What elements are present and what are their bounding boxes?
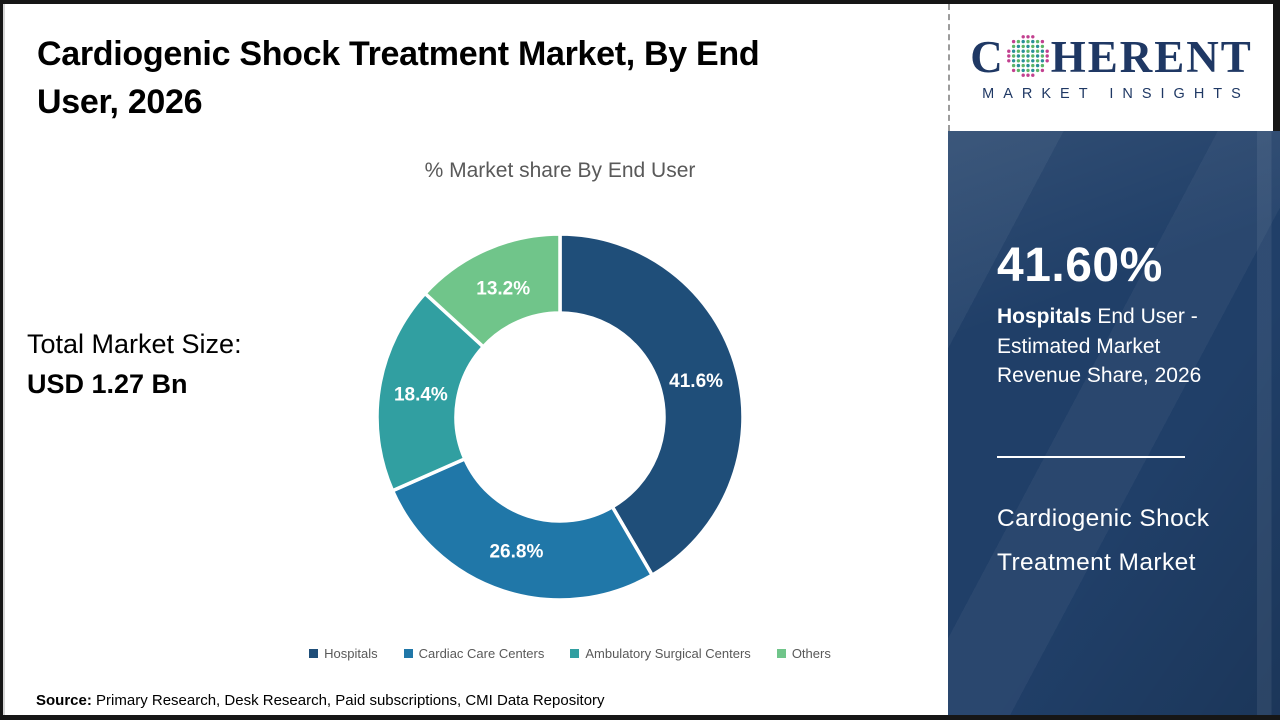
highlight-desc-line3: Revenue Share, 2026 xyxy=(997,364,1202,387)
source-label: Source: xyxy=(36,692,92,709)
highlight-stat-value: 41.60% xyxy=(997,239,1163,292)
legend-swatch-icon xyxy=(776,649,786,658)
chart-legend: Hospitals Cardiac Care Centers Ambulatory … xyxy=(250,646,890,661)
legend-label: Ambulatory Surgical Centers xyxy=(585,646,751,661)
panel-divider-line xyxy=(997,456,1185,458)
legend-label: Others xyxy=(791,646,831,661)
legend-item-others: Others xyxy=(776,646,831,661)
highlight-desc-bold: Hospitals xyxy=(997,305,1092,328)
legend-label: Cardiac Care Centers xyxy=(418,646,545,661)
highlight-desc-line2: Estimated Market xyxy=(997,334,1161,358)
source-text: Primary Research, Desk Research, Paid su… xyxy=(91,692,605,709)
company-logo: C HERENT MARKET INSIGHTS xyxy=(948,4,1273,131)
donut-segment-others xyxy=(422,232,562,350)
donut-segment-hospitals xyxy=(558,232,745,578)
total-market-size-value: USD 1.27 Bn xyxy=(27,369,188,399)
donut-label: 18.4% xyxy=(394,385,448,406)
chart-title: % Market share By End User xyxy=(424,159,696,182)
logo-letter-c: C xyxy=(970,32,1005,82)
donut-label: 13.2% xyxy=(476,279,530,300)
right-highlight-panel xyxy=(948,131,1280,715)
main-content-area xyxy=(3,4,948,715)
highlight-desc-line1: Hospitals End User - xyxy=(997,302,1237,332)
logo-subtitle: MARKET INSIGHTS xyxy=(982,85,1250,102)
panel-report-title: Cardiogenic Shock Treatment Market xyxy=(997,497,1209,585)
logo-letters-rest: HERENT xyxy=(1050,32,1253,82)
total-market-size-label: Total Market Size: xyxy=(27,329,242,359)
donut-chart: 41.6% 26.8% 18.4% 13.2% xyxy=(375,232,745,602)
panel-report-title-line2: Treatment Market xyxy=(997,549,1196,576)
highlight-desc-rest: End User - xyxy=(1091,305,1198,328)
logo-wordmark: C HERENT xyxy=(970,34,1253,82)
page-title: Cardiogenic Shock Treatment Market, By E… xyxy=(37,35,760,121)
total-market-size: Total Market Size: USD 1.27 Bn xyxy=(27,324,242,404)
legend-item-hospitals: Hospitals xyxy=(309,646,378,661)
donut-segment-cardiac-care-centers xyxy=(390,456,655,602)
legend-swatch-icon xyxy=(309,649,319,658)
source-note: Source: Primary Research, Desk Research,… xyxy=(36,692,605,709)
legend-label: Hospitals xyxy=(324,646,378,661)
legend-item-cardiac-care-centers: Cardiac Care Centers xyxy=(403,646,545,661)
legend-item-ambulatory-surgical-centers: Ambulatory Surgical Centers xyxy=(570,646,751,661)
donut-label: 41.6% xyxy=(669,371,723,392)
donut-chart-container: 41.6% 26.8% 18.4% 13.2% xyxy=(372,229,748,605)
highlight-stat-description: Hospitals End User - Estimated Market Re… xyxy=(997,302,1237,391)
panel-report-title-line1: Cardiogenic Shock xyxy=(997,505,1210,532)
legend-swatch-icon xyxy=(570,649,580,658)
donut-label: 26.8% xyxy=(489,542,543,563)
legend-swatch-icon xyxy=(403,649,413,658)
logo-globe-icon xyxy=(1006,34,1049,77)
